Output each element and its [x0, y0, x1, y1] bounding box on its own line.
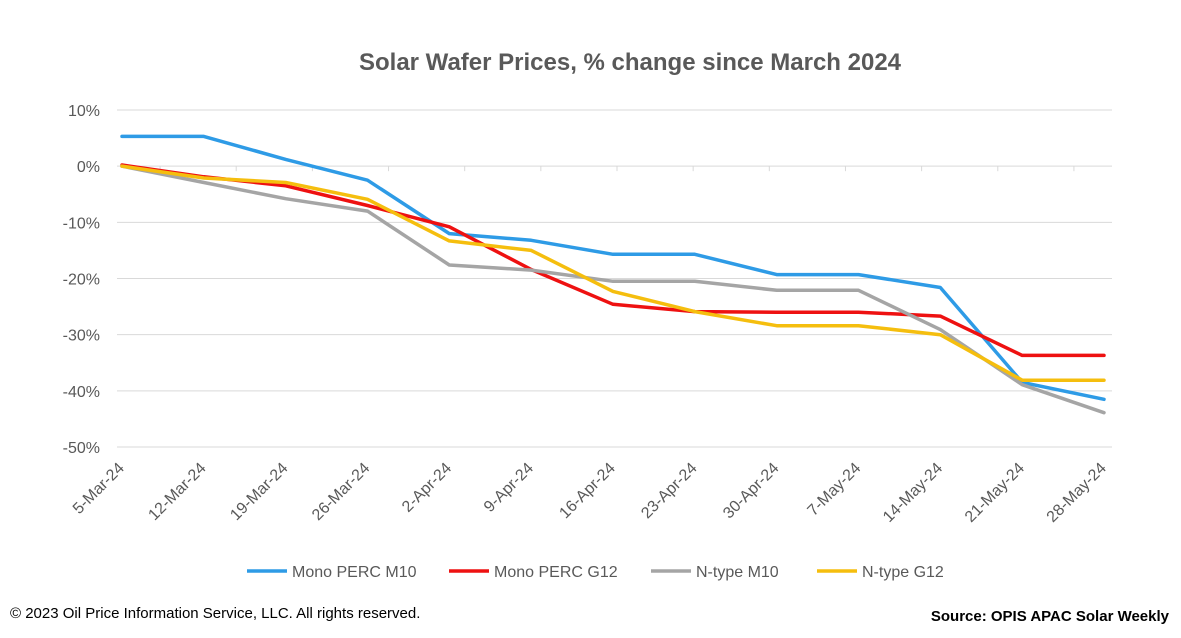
series-line: [120, 164, 1106, 415]
series-line: [120, 164, 1106, 382]
legend-label: N-type M10: [696, 564, 779, 581]
x-tick-label: 28-May-24: [1044, 460, 1110, 526]
y-tick-label: 0%: [77, 159, 100, 176]
y-tick-label: -10%: [63, 215, 100, 232]
y-tick-label: -20%: [63, 272, 100, 289]
line-chart: Solar Wafer Prices, % change since March…: [63, 49, 1112, 581]
legend-label: Mono PERC M10: [292, 564, 417, 581]
x-tick-label: 16-Apr-24: [556, 460, 618, 522]
y-tick-label: -50%: [63, 440, 100, 457]
x-tick-label: 23-Apr-24: [638, 460, 700, 522]
series-line: [120, 134, 1106, 402]
x-tick-label: 30-Apr-24: [720, 460, 782, 522]
x-tick-label: 19-Mar-24: [227, 460, 291, 524]
x-tick-label: 5-Mar-24: [70, 460, 128, 518]
x-tick-label: 9-Apr-24: [481, 460, 537, 516]
y-tick-label: 10%: [68, 103, 100, 120]
series-line: [120, 163, 1106, 358]
x-tick-label: 7-May-24: [805, 460, 865, 520]
x-tick-label: 26-Mar-24: [309, 460, 373, 524]
chart-title: Solar Wafer Prices, % change since March…: [359, 49, 902, 76]
source-text: Source: OPIS APAC Solar Weekly: [930, 608, 1169, 625]
legend-label: Mono PERC G12: [494, 564, 618, 581]
y-tick-label: -40%: [63, 384, 100, 401]
x-tick-label: 14-May-24: [880, 460, 946, 526]
copyright-text: © 2023 Oil Price Information Service, LL…: [10, 605, 421, 622]
x-tick-label: 21-May-24: [962, 460, 1028, 526]
legend-label: N-type G12: [862, 564, 944, 581]
y-tick-label: -30%: [63, 328, 100, 345]
x-tick-label: 12-Mar-24: [145, 460, 209, 524]
x-tick-label: 2-Apr-24: [399, 460, 455, 516]
